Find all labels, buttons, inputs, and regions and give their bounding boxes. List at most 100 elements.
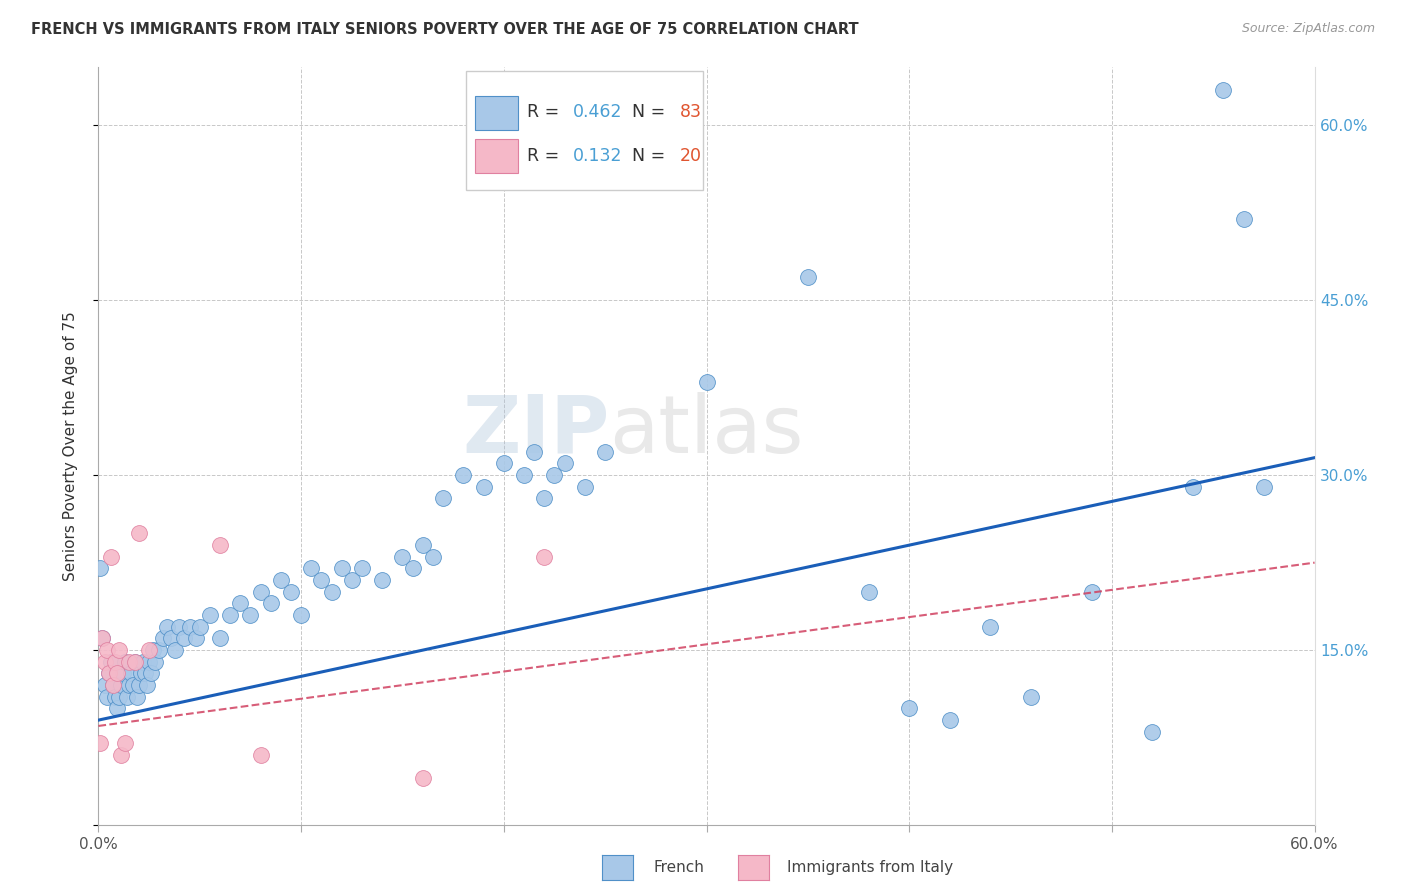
Point [391, 549, 413, 564]
Point [128, 526, 150, 541]
Point [979, 620, 1001, 634]
Point [696, 375, 718, 389]
Point [1142, 724, 1164, 739]
Point [184, 632, 207, 646]
Point [111, 666, 134, 681]
Point [1253, 480, 1275, 494]
Point [156, 620, 179, 634]
Point [311, 573, 333, 587]
Text: Immigrants from Italy: Immigrants from Italy [787, 860, 953, 874]
Point [169, 620, 191, 634]
Point [270, 573, 292, 587]
Point [1233, 211, 1256, 226]
Point [124, 655, 146, 669]
Point [249, 748, 271, 763]
Point [118, 655, 141, 669]
Point [101, 678, 124, 692]
Text: French: French [654, 860, 704, 874]
Point [143, 655, 166, 669]
Point [249, 584, 271, 599]
Point [179, 620, 201, 634]
Point [91, 632, 114, 646]
Point [350, 561, 373, 575]
Point [1182, 480, 1205, 494]
Point [472, 480, 495, 494]
Point [100, 549, 122, 564]
Point [101, 678, 124, 692]
Point [165, 643, 187, 657]
Point [136, 678, 159, 692]
Point [198, 608, 221, 623]
Point [321, 584, 343, 599]
Point [898, 701, 921, 715]
Point [453, 468, 475, 483]
Point [97, 666, 120, 681]
Point [533, 549, 555, 564]
Point [114, 736, 136, 750]
Point [100, 655, 122, 669]
Point [89, 561, 111, 575]
FancyBboxPatch shape [465, 70, 703, 191]
Point [129, 666, 152, 681]
Point [160, 632, 183, 646]
Point [574, 480, 596, 494]
Text: 0.132: 0.132 [572, 147, 623, 165]
Point [260, 597, 283, 611]
Point [330, 561, 353, 575]
Point [105, 666, 128, 681]
Point [122, 678, 145, 692]
Point [299, 561, 322, 575]
Point [134, 666, 156, 681]
Point [115, 690, 138, 704]
Point [513, 468, 536, 483]
Point [209, 632, 232, 646]
Point [93, 678, 115, 692]
Point [401, 561, 423, 575]
Point [1080, 584, 1102, 599]
Point [148, 643, 170, 657]
Point [132, 655, 155, 669]
Point [593, 445, 616, 459]
Text: Source: ZipAtlas.com: Source: ZipAtlas.com [1241, 22, 1375, 36]
Point [554, 457, 576, 471]
Point [107, 690, 129, 704]
Point [492, 457, 515, 471]
Point [114, 655, 136, 669]
Point [173, 632, 195, 646]
Point [340, 573, 363, 587]
Point [432, 491, 454, 506]
Point [96, 690, 118, 704]
Point [118, 678, 141, 692]
Text: N =: N = [621, 103, 671, 121]
Text: R =: R = [526, 147, 569, 165]
Point [110, 748, 132, 763]
Point [371, 573, 394, 587]
Point [138, 655, 160, 669]
Point [89, 736, 111, 750]
Point [188, 620, 211, 634]
Text: 0.462: 0.462 [572, 103, 623, 121]
Point [152, 632, 174, 646]
Text: N =: N = [621, 147, 671, 165]
Point [97, 666, 120, 681]
Point [219, 608, 242, 623]
Point [104, 655, 127, 669]
Point [797, 269, 820, 284]
Text: atlas: atlas [609, 392, 804, 470]
Point [523, 445, 546, 459]
Point [93, 655, 115, 669]
Point [543, 468, 565, 483]
Point [939, 713, 962, 727]
Point [105, 701, 128, 715]
Point [412, 772, 434, 786]
Point [142, 643, 165, 657]
Point [209, 538, 232, 552]
FancyBboxPatch shape [475, 139, 517, 173]
Point [124, 655, 146, 669]
Point [412, 538, 434, 552]
Point [120, 666, 142, 681]
Point [858, 584, 880, 599]
Point [280, 584, 302, 599]
Point [128, 678, 150, 692]
Point [107, 643, 129, 657]
